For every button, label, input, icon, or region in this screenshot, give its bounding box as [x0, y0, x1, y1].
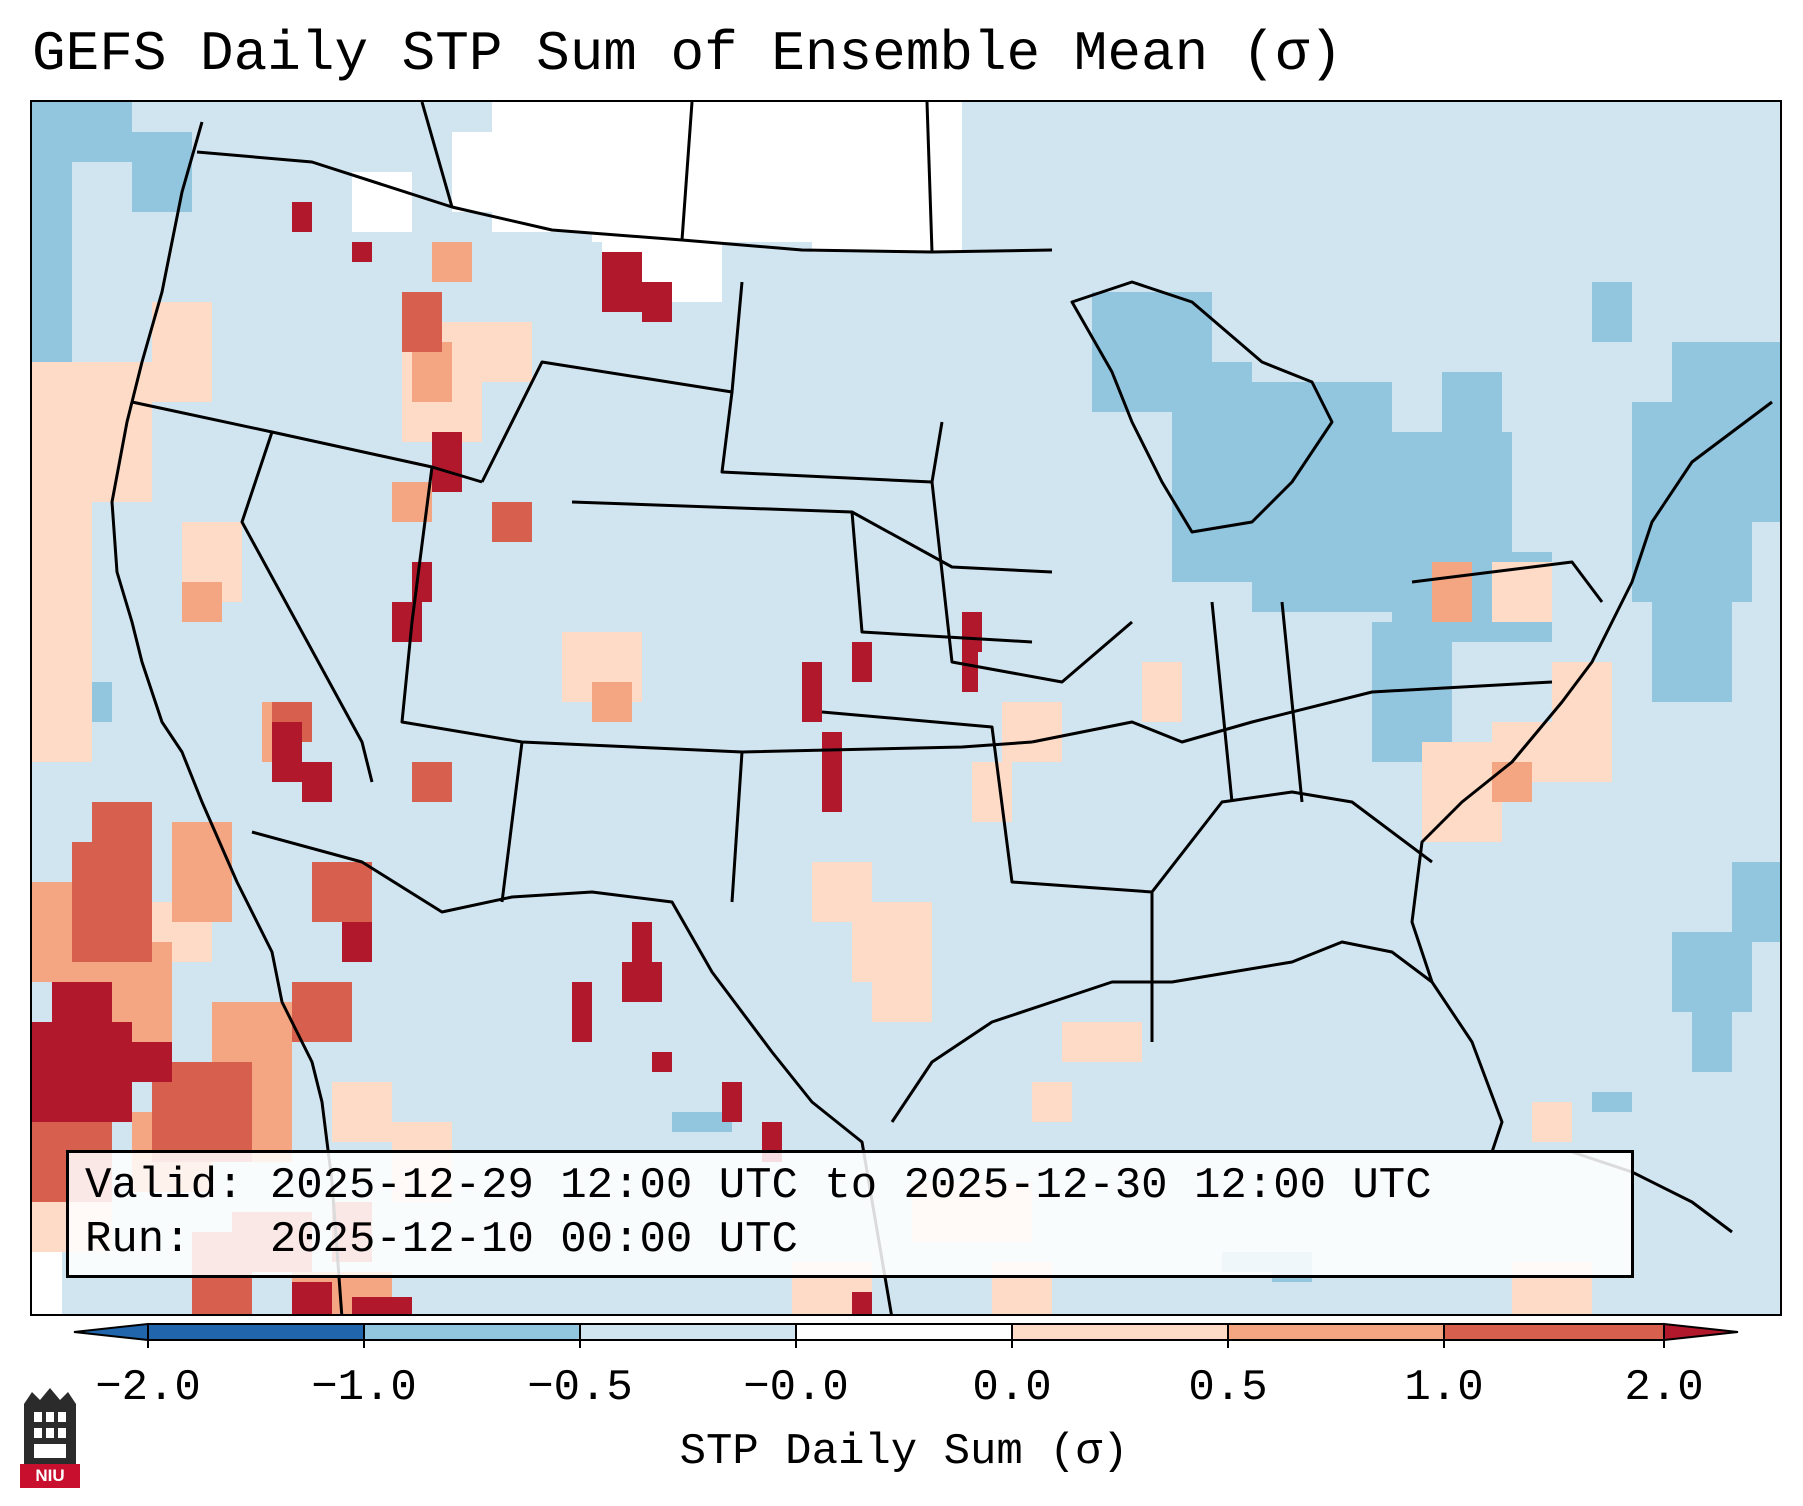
state-line-1 — [131, 400, 483, 484]
state-line-5 — [720, 391, 944, 484]
great-lakes-outline — [1070, 280, 1334, 534]
state-line-8 — [571, 500, 1033, 644]
niu-tower-icon — [24, 1388, 76, 1464]
chart-title: GEFS Daily STP Sum of Ensemble Mean (σ) — [32, 22, 1343, 86]
colorbar-tick-label: −1.0 — [311, 1363, 417, 1413]
state-line-9 — [821, 710, 1154, 1042]
colorbar-tick-label: 0.0 — [972, 1363, 1052, 1413]
state-line-4 — [480, 281, 744, 483]
us-west-coastline — [110, 121, 344, 1314]
map-canvas — [32, 102, 1780, 1314]
state-line-16 — [851, 510, 1053, 574]
state-line-13 — [1210, 601, 1234, 803]
colorbar-ticks — [147, 1324, 1665, 1348]
colorbar-segment — [1444, 1324, 1664, 1340]
extreme-positive-areas — [32, 202, 982, 1314]
colorbar-tick-label: 0.5 — [1188, 1363, 1268, 1413]
colorbar-tick-label: 1.0 — [1404, 1363, 1484, 1413]
canada-province-3 — [925, 102, 934, 253]
colorbar-label: STP Daily Sum (σ) — [679, 1427, 1129, 1477]
map-panel — [30, 100, 1782, 1316]
state-line-6 — [500, 741, 524, 903]
run-time-text: Run: 2025-12-10 00:00 UTC — [85, 1215, 798, 1265]
canada-province-2 — [680, 102, 694, 241]
boundaries — [110, 102, 1773, 1314]
colorbar-tick-label: −2.0 — [95, 1363, 201, 1413]
canada-province-1 — [420, 102, 454, 208]
colorbar-segment — [796, 1324, 1012, 1340]
state-line-12 — [930, 481, 1133, 684]
info-box: Valid: 2025-12-29 12:00 UTC to 2025-12-3… — [66, 1150, 1634, 1278]
colorbar-segment — [1228, 1324, 1444, 1340]
valid-time-text: Valid: 2025-12-29 12:00 UTC to 2025-12-3… — [85, 1161, 1432, 1211]
colorbar-over-extension — [1663, 1322, 1739, 1342]
colorbar-tick-label: 2.0 — [1624, 1363, 1704, 1413]
colorbar-tick-label: −0.5 — [527, 1363, 633, 1413]
canada-us-border — [196, 150, 1053, 254]
logo-text: NIU — [20, 1464, 80, 1488]
us-mexico-border — [251, 830, 893, 1314]
state-line-10 — [1031, 680, 1553, 744]
colorbar-segment — [1012, 1324, 1228, 1340]
niu-logo: NIU — [20, 1388, 80, 1488]
colorbar-under-extension — [73, 1322, 149, 1342]
atlantic-coastline — [1410, 400, 1773, 983]
state-line-7 — [730, 751, 744, 903]
state-line-15 — [1411, 560, 1604, 603]
colorbar-segment — [148, 1324, 364, 1340]
state-line-11 — [1150, 790, 1433, 893]
state-line-2 — [240, 431, 374, 783]
state-line-14 — [1280, 601, 1304, 803]
colorbar-segment — [364, 1324, 580, 1340]
gulf-coastline — [890, 940, 1504, 1153]
colorbar-outline — [147, 1323, 1665, 1341]
colorbar-tick-label: −0.0 — [743, 1363, 849, 1413]
colorbar-segment — [580, 1324, 796, 1340]
